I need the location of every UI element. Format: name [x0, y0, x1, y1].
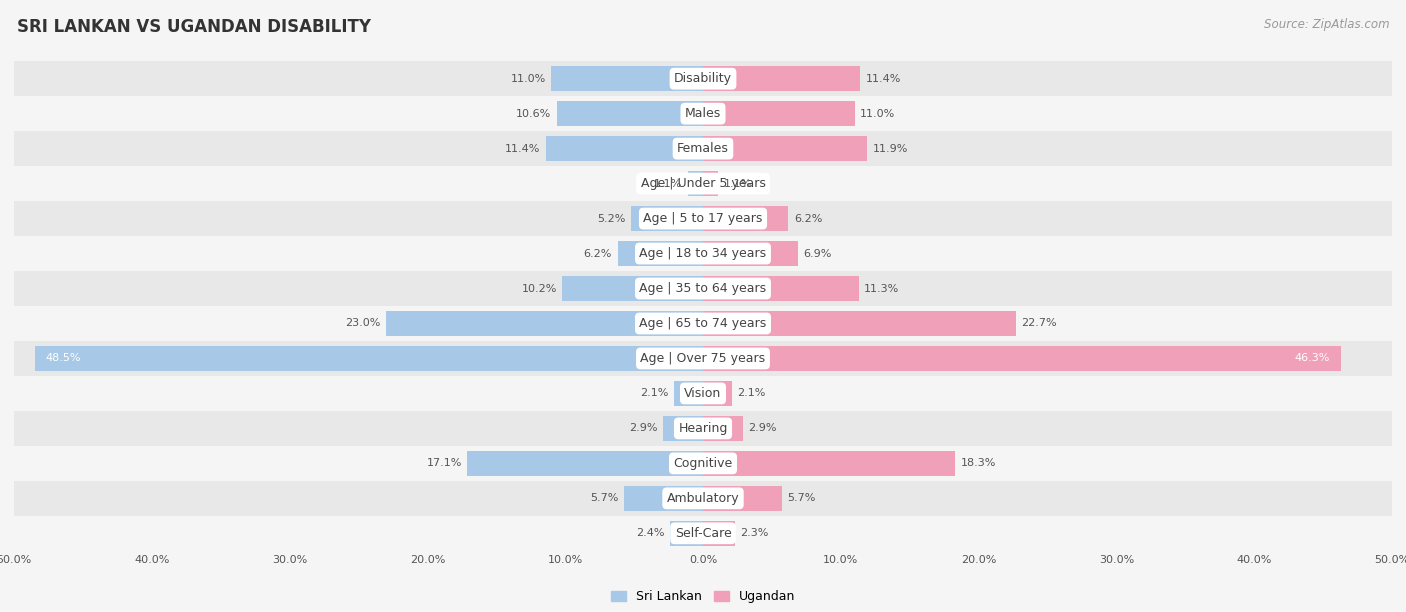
Text: Hearing: Hearing — [678, 422, 728, 435]
Text: Self-Care: Self-Care — [675, 527, 731, 540]
Text: 6.9%: 6.9% — [804, 248, 832, 258]
Bar — [664, 416, 703, 441]
Text: 2.9%: 2.9% — [628, 424, 658, 433]
Bar — [14, 166, 1392, 201]
Bar — [703, 416, 742, 441]
Bar — [617, 241, 703, 266]
Text: Age | 35 to 64 years: Age | 35 to 64 years — [640, 282, 766, 295]
Legend: Sri Lankan, Ugandan: Sri Lankan, Ugandan — [606, 585, 800, 608]
Bar — [14, 516, 1392, 551]
Bar — [624, 486, 703, 511]
Text: 11.3%: 11.3% — [865, 283, 900, 294]
Bar — [14, 481, 1392, 516]
Text: 11.0%: 11.0% — [510, 73, 546, 84]
Text: Females: Females — [678, 142, 728, 155]
Bar — [703, 451, 955, 476]
Bar — [467, 451, 703, 476]
Text: SRI LANKAN VS UGANDAN DISABILITY: SRI LANKAN VS UGANDAN DISABILITY — [17, 18, 371, 36]
Text: 5.7%: 5.7% — [787, 493, 815, 503]
Bar — [703, 311, 1015, 336]
Bar — [35, 346, 703, 371]
Text: Age | 18 to 34 years: Age | 18 to 34 years — [640, 247, 766, 260]
Text: 1.1%: 1.1% — [724, 179, 752, 188]
Text: 46.3%: 46.3% — [1295, 354, 1330, 364]
Bar — [703, 101, 855, 126]
Text: Age | 5 to 17 years: Age | 5 to 17 years — [644, 212, 762, 225]
Bar — [14, 236, 1392, 271]
Text: Age | 65 to 74 years: Age | 65 to 74 years — [640, 317, 766, 330]
Bar — [14, 61, 1392, 96]
Bar — [387, 311, 703, 336]
Bar — [14, 271, 1392, 306]
Text: Ambulatory: Ambulatory — [666, 492, 740, 505]
Bar — [703, 171, 718, 196]
Text: 22.7%: 22.7% — [1021, 318, 1057, 329]
Bar — [688, 171, 703, 196]
Bar — [557, 101, 703, 126]
Text: Age | Under 5 years: Age | Under 5 years — [641, 177, 765, 190]
Bar — [14, 411, 1392, 446]
Text: Age | Over 75 years: Age | Over 75 years — [641, 352, 765, 365]
Bar — [14, 131, 1392, 166]
Text: Vision: Vision — [685, 387, 721, 400]
Bar — [14, 96, 1392, 131]
Text: 1.1%: 1.1% — [654, 179, 682, 188]
Bar — [14, 201, 1392, 236]
Bar — [562, 276, 703, 301]
Bar — [703, 276, 859, 301]
Text: 2.1%: 2.1% — [640, 389, 669, 398]
Bar — [673, 381, 703, 406]
Bar — [703, 136, 868, 161]
Text: Males: Males — [685, 107, 721, 120]
Text: 2.1%: 2.1% — [738, 389, 766, 398]
Bar — [703, 381, 733, 406]
Text: 6.2%: 6.2% — [583, 248, 612, 258]
Text: Cognitive: Cognitive — [673, 457, 733, 470]
Text: Disability: Disability — [673, 72, 733, 85]
Text: 5.2%: 5.2% — [598, 214, 626, 223]
Bar — [14, 376, 1392, 411]
Text: 2.3%: 2.3% — [740, 528, 769, 539]
Text: 10.2%: 10.2% — [522, 283, 557, 294]
Text: Source: ZipAtlas.com: Source: ZipAtlas.com — [1264, 18, 1389, 31]
Text: 11.4%: 11.4% — [505, 144, 540, 154]
Text: 11.4%: 11.4% — [866, 73, 901, 84]
Text: 23.0%: 23.0% — [346, 318, 381, 329]
Bar — [703, 206, 789, 231]
Bar — [703, 486, 782, 511]
Text: 11.0%: 11.0% — [860, 109, 896, 119]
Text: 18.3%: 18.3% — [960, 458, 995, 468]
Bar — [14, 306, 1392, 341]
Text: 2.4%: 2.4% — [636, 528, 665, 539]
Text: 6.2%: 6.2% — [794, 214, 823, 223]
Bar — [631, 206, 703, 231]
Bar — [546, 136, 703, 161]
Text: 17.1%: 17.1% — [426, 458, 461, 468]
Text: 48.5%: 48.5% — [46, 354, 82, 364]
Bar — [14, 341, 1392, 376]
Bar — [703, 241, 799, 266]
Bar — [669, 521, 703, 546]
Bar — [703, 521, 735, 546]
Text: 2.9%: 2.9% — [748, 424, 778, 433]
Bar — [703, 346, 1341, 371]
Bar — [14, 446, 1392, 481]
Text: 5.7%: 5.7% — [591, 493, 619, 503]
Text: 11.9%: 11.9% — [873, 144, 908, 154]
Bar — [551, 66, 703, 91]
Bar — [703, 66, 860, 91]
Text: 10.6%: 10.6% — [516, 109, 551, 119]
